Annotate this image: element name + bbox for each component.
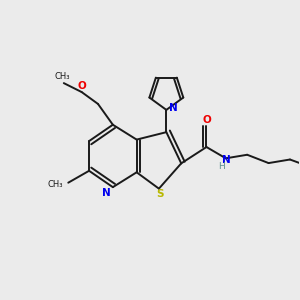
Text: H: H (218, 162, 225, 171)
Text: CH₃: CH₃ (47, 180, 63, 189)
Text: O: O (77, 80, 86, 91)
Text: N: N (222, 155, 231, 165)
Text: CH₃: CH₃ (55, 72, 70, 81)
Text: S: S (156, 189, 163, 199)
Text: N: N (102, 188, 111, 197)
Text: O: O (202, 115, 211, 125)
Text: N: N (169, 103, 177, 113)
